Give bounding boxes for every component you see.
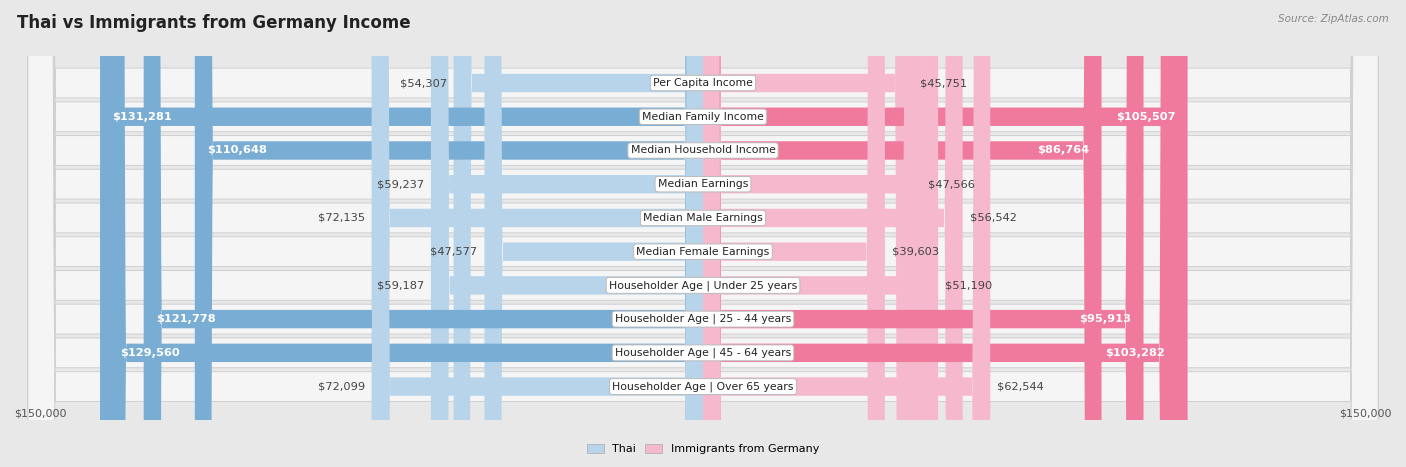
FancyBboxPatch shape <box>195 0 703 467</box>
Text: Thai vs Immigrants from Germany Income: Thai vs Immigrants from Germany Income <box>17 14 411 32</box>
FancyBboxPatch shape <box>703 0 1101 467</box>
FancyBboxPatch shape <box>28 0 1378 467</box>
FancyBboxPatch shape <box>28 0 1378 467</box>
Text: Median Earnings: Median Earnings <box>658 179 748 189</box>
Text: $110,648: $110,648 <box>207 146 267 156</box>
Text: Median Family Income: Median Family Income <box>643 112 763 122</box>
Text: Householder Age | 45 - 64 years: Householder Age | 45 - 64 years <box>614 347 792 358</box>
Text: Householder Age | 25 - 44 years: Householder Age | 25 - 44 years <box>614 314 792 325</box>
Text: $56,542: $56,542 <box>970 213 1017 223</box>
Text: Householder Age | Over 65 years: Householder Age | Over 65 years <box>612 382 794 392</box>
Text: Source: ZipAtlas.com: Source: ZipAtlas.com <box>1278 14 1389 24</box>
Text: $51,190: $51,190 <box>945 280 993 290</box>
FancyBboxPatch shape <box>703 0 990 467</box>
FancyBboxPatch shape <box>703 0 884 467</box>
FancyBboxPatch shape <box>430 0 703 467</box>
Text: Per Capita Income: Per Capita Income <box>652 78 754 88</box>
FancyBboxPatch shape <box>703 0 1143 467</box>
FancyBboxPatch shape <box>28 0 1378 467</box>
FancyBboxPatch shape <box>703 0 1177 467</box>
Text: Householder Age | Under 25 years: Householder Age | Under 25 years <box>609 280 797 290</box>
FancyBboxPatch shape <box>28 0 1378 467</box>
Text: $121,778: $121,778 <box>156 314 215 324</box>
Text: $72,099: $72,099 <box>318 382 366 391</box>
Text: $59,187: $59,187 <box>377 280 425 290</box>
Text: $62,544: $62,544 <box>997 382 1043 391</box>
Text: $47,577: $47,577 <box>430 247 478 257</box>
FancyBboxPatch shape <box>703 0 1188 467</box>
FancyBboxPatch shape <box>143 0 703 467</box>
Text: Median Female Earnings: Median Female Earnings <box>637 247 769 257</box>
Text: $105,507: $105,507 <box>1116 112 1175 122</box>
FancyBboxPatch shape <box>28 0 1378 467</box>
Text: $72,135: $72,135 <box>318 213 364 223</box>
FancyBboxPatch shape <box>108 0 703 467</box>
FancyBboxPatch shape <box>371 0 703 467</box>
Text: $150,000: $150,000 <box>1340 409 1392 418</box>
FancyBboxPatch shape <box>371 0 703 467</box>
FancyBboxPatch shape <box>432 0 703 467</box>
FancyBboxPatch shape <box>703 0 938 467</box>
FancyBboxPatch shape <box>703 0 912 467</box>
Text: $150,000: $150,000 <box>14 409 66 418</box>
FancyBboxPatch shape <box>485 0 703 467</box>
Text: $95,913: $95,913 <box>1080 314 1130 324</box>
Text: $129,560: $129,560 <box>121 348 180 358</box>
FancyBboxPatch shape <box>703 0 921 467</box>
Text: $39,603: $39,603 <box>891 247 939 257</box>
Text: $103,282: $103,282 <box>1105 348 1166 358</box>
Text: $47,566: $47,566 <box>928 179 976 189</box>
FancyBboxPatch shape <box>28 0 1378 467</box>
FancyBboxPatch shape <box>28 0 1378 467</box>
Text: $86,764: $86,764 <box>1038 146 1090 156</box>
FancyBboxPatch shape <box>28 0 1378 467</box>
FancyBboxPatch shape <box>28 0 1378 467</box>
FancyBboxPatch shape <box>100 0 703 467</box>
Text: $54,307: $54,307 <box>399 78 447 88</box>
Text: Median Household Income: Median Household Income <box>630 146 776 156</box>
FancyBboxPatch shape <box>28 0 1378 467</box>
Text: $45,751: $45,751 <box>920 78 967 88</box>
FancyBboxPatch shape <box>454 0 703 467</box>
Text: $131,281: $131,281 <box>112 112 172 122</box>
Legend: Thai, Immigrants from Germany: Thai, Immigrants from Germany <box>582 439 824 459</box>
FancyBboxPatch shape <box>703 0 963 467</box>
Text: Median Male Earnings: Median Male Earnings <box>643 213 763 223</box>
Text: $59,237: $59,237 <box>377 179 425 189</box>
